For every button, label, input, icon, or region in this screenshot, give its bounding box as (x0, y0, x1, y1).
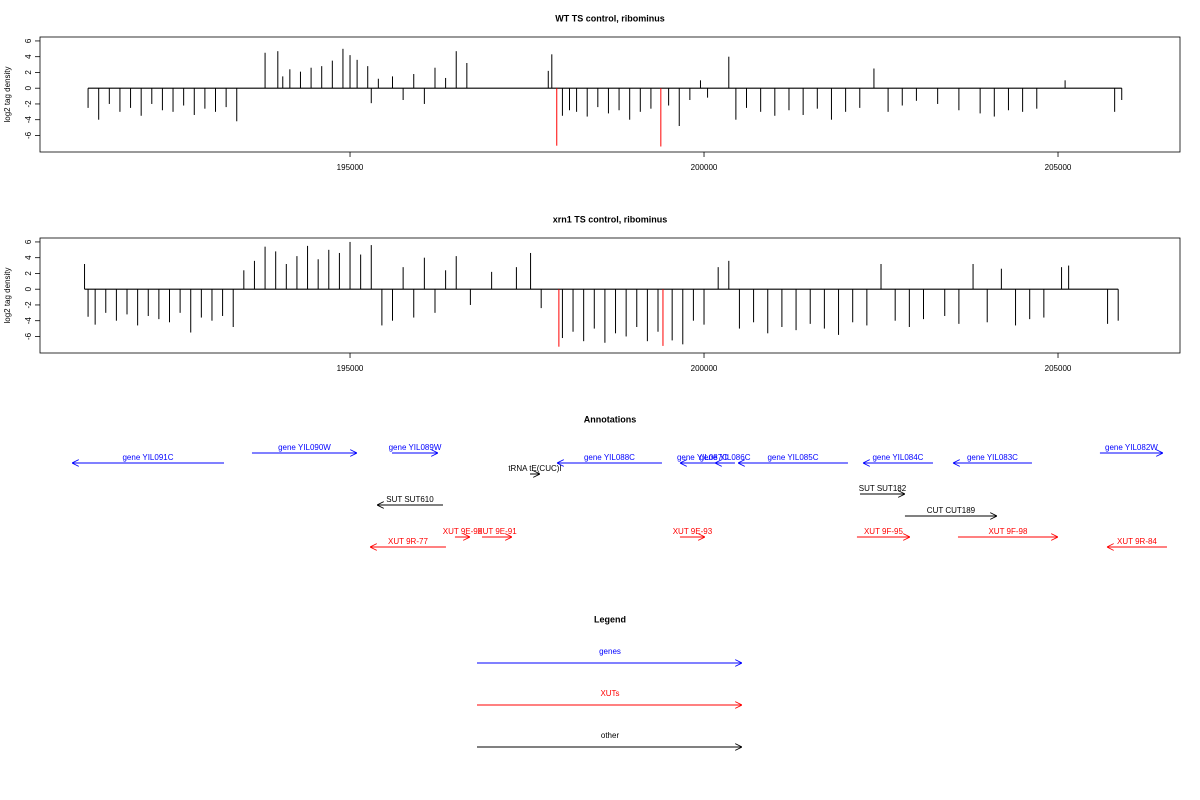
x-tick-label: 205000 (1045, 364, 1072, 373)
feature-label: XUT 9R-84 (1117, 537, 1157, 546)
feature-label: SUT SUT182 (859, 484, 907, 493)
y-tick-label: 0 (24, 85, 33, 90)
plot-frame (39, 36, 1181, 153)
y-tick-label: -6 (24, 332, 33, 340)
chart-title: WT TS control, ribominus (555, 13, 665, 23)
y-tick-label: 2 (24, 271, 33, 276)
feature-label: XUT 9R-77 (388, 537, 428, 546)
feature-label: tRNA tE(CUC)I (508, 464, 561, 473)
feature-label: XUT 9E-91 (477, 527, 517, 536)
y-axis-label: log2 tag density (3, 66, 12, 122)
feature-label: gene YIL087C (677, 453, 728, 462)
feature-label: XUT 9F-98 (988, 527, 1028, 536)
feature-label: gene YIL091C (122, 453, 173, 462)
feature-label: XUT 9E-90 (443, 527, 483, 536)
chart-title: xrn1 TS control, ribominus (553, 214, 668, 224)
feature-label: gene YIL089W (389, 443, 442, 452)
y-tick-label: -2 (24, 100, 33, 108)
y-axis-label: log2 tag density (3, 267, 12, 323)
y-tick-label: 6 (24, 239, 33, 244)
legend-label: XUTs (600, 689, 619, 698)
annotations-title: Annotations (584, 414, 637, 424)
legend-title: Legend (594, 614, 626, 624)
feature-label: gene YIL090W (278, 443, 331, 452)
feature-label: XUT 9E-93 (673, 527, 713, 536)
feature-label: gene YIL086C (699, 453, 750, 462)
feature-label: XUT 9F-95 (864, 527, 904, 536)
x-tick-label: 200000 (691, 163, 718, 172)
x-tick-label: 205000 (1045, 163, 1072, 172)
feature-label: CUT CUT189 (927, 506, 976, 515)
feature-label: gene YIL084C (872, 453, 923, 462)
feature-label: gene YIL085C (767, 453, 818, 462)
y-tick-label: 6 (24, 38, 33, 43)
y-tick-label: -4 (24, 116, 33, 124)
y-tick-label: 4 (24, 54, 33, 59)
x-tick-label: 200000 (691, 364, 718, 373)
y-tick-label: 4 (24, 255, 33, 260)
feature-label: gene YIL083C (967, 453, 1018, 462)
legend-label: other (601, 731, 620, 740)
feature-label: gene YIL088C (584, 453, 635, 462)
x-tick-label: 195000 (337, 364, 364, 373)
y-tick-label: -2 (24, 301, 33, 309)
y-tick-label: -4 (24, 317, 33, 325)
legend-label: genes (599, 647, 621, 656)
plot-frame (39, 237, 1181, 354)
y-tick-label: 0 (24, 286, 33, 291)
y-tick-label: 2 (24, 70, 33, 75)
x-tick-label: 195000 (337, 163, 364, 172)
y-tick-label: -6 (24, 131, 33, 139)
feature-label: gene YIL082W (1105, 443, 1158, 452)
feature-label: SUT SUT610 (386, 495, 434, 504)
